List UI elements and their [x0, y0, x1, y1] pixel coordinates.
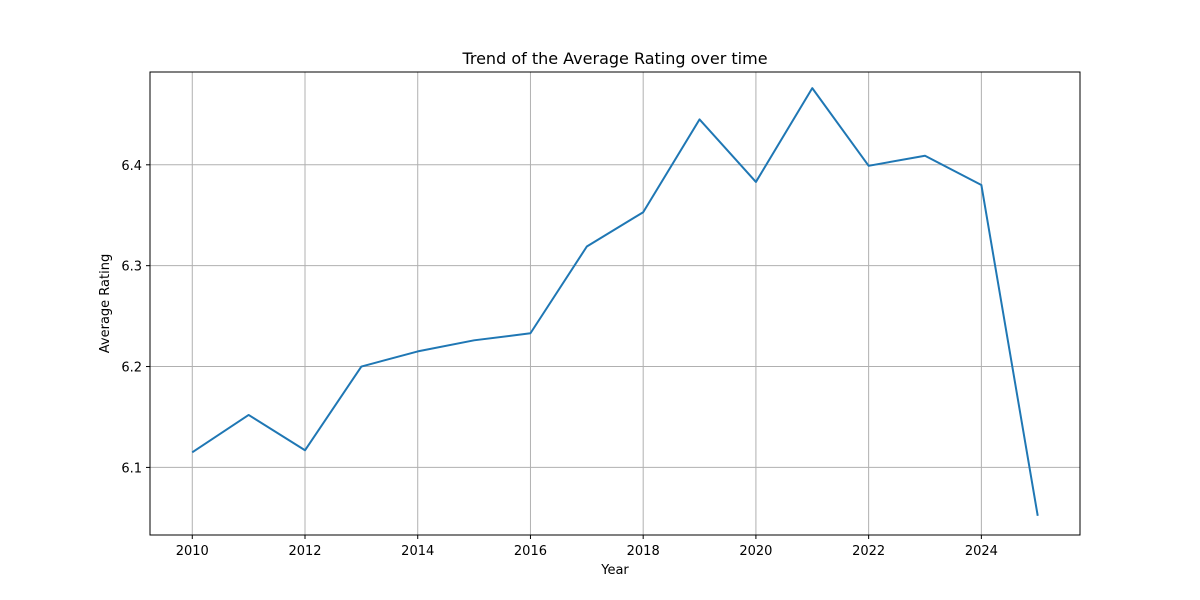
ticks: 2010 2012 2014 2016 2018 2020 2022 2024 6.1 6.2 6.… [121, 159, 998, 559]
plot-frame [149, 71, 1081, 536]
x-tick-label: 2020 [739, 544, 772, 559]
series-layer [191, 87, 1039, 516]
x-tick-label: 2018 [627, 544, 660, 559]
x-tick-label: 2024 [965, 544, 998, 559]
y-axis-label: Average Rating [98, 254, 113, 353]
y-tick-label: 6.2 [121, 361, 142, 376]
x-tick-label: 2014 [401, 544, 434, 559]
x-tick-label: 2010 [176, 544, 209, 559]
series-line [191, 87, 1039, 516]
x-tick-label: 2012 [288, 544, 321, 559]
x-tick-label: 2022 [852, 544, 885, 559]
y-tick-label: 6.3 [121, 260, 142, 275]
x-tick-label: 2016 [514, 544, 547, 559]
chart-title: Trend of the Average Rating over time [461, 49, 767, 68]
y-tick-label: 6.1 [121, 461, 142, 476]
grid-lines [150, 72, 1080, 535]
x-axis-label: Year [600, 563, 629, 578]
y-tick-label: 6.4 [121, 159, 142, 174]
